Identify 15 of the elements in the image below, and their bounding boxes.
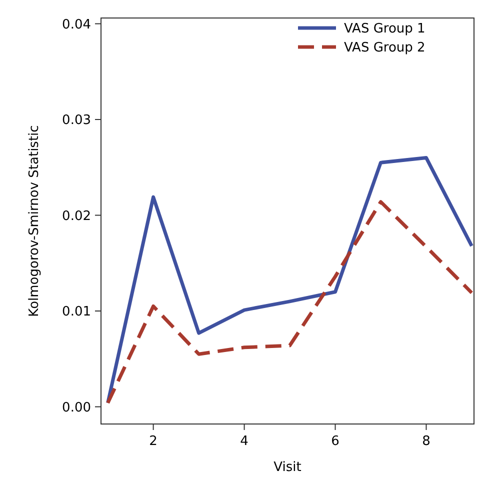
x-axis-title: Visit [274, 460, 302, 475]
line-series [106, 156, 474, 405]
y-tick-label: 0.02 [62, 208, 91, 224]
x-tick-label: 6 [331, 434, 340, 449]
y-tick-label: 0.04 [62, 17, 91, 32]
y-tick-label: 0.03 [62, 113, 91, 128]
y-axis-title: Kolmogorov-Smirnov Statistic [27, 125, 42, 317]
x-tick-label: 2 [149, 434, 158, 449]
line-series [106, 200, 474, 405]
x-tick-label: 4 [240, 434, 248, 449]
legend-label: VAS Group 1 [344, 22, 426, 37]
x-tick-label: 8 [422, 434, 430, 449]
y-tick-label: 0.01 [62, 304, 91, 320]
legend-label: VAS Group 2 [344, 40, 426, 56]
y-tick-label: 0.00 [62, 400, 91, 416]
